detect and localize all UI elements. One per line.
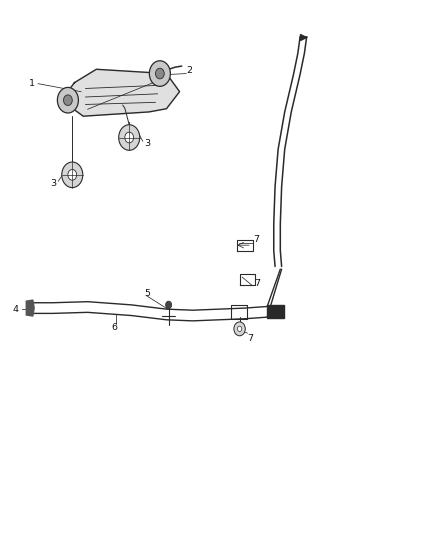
Circle shape: [149, 61, 170, 86]
Circle shape: [234, 322, 245, 336]
Circle shape: [166, 301, 172, 309]
Text: 7: 7: [254, 279, 260, 288]
Text: 6: 6: [112, 324, 118, 332]
Circle shape: [119, 125, 140, 150]
Text: 3: 3: [145, 140, 151, 148]
Text: 7: 7: [253, 236, 259, 244]
Text: 3: 3: [50, 180, 57, 188]
Text: 1: 1: [28, 79, 35, 88]
Circle shape: [57, 87, 78, 113]
Bar: [267, 305, 284, 318]
Circle shape: [155, 68, 164, 79]
Circle shape: [64, 95, 72, 106]
Text: 4: 4: [12, 305, 18, 313]
Text: 7: 7: [247, 334, 254, 343]
Polygon shape: [61, 69, 180, 116]
Circle shape: [62, 162, 83, 188]
Text: 5: 5: [145, 289, 151, 297]
Circle shape: [237, 326, 242, 332]
Polygon shape: [26, 300, 34, 316]
Circle shape: [125, 132, 134, 143]
Circle shape: [68, 169, 77, 180]
Text: 2: 2: [186, 66, 192, 75]
